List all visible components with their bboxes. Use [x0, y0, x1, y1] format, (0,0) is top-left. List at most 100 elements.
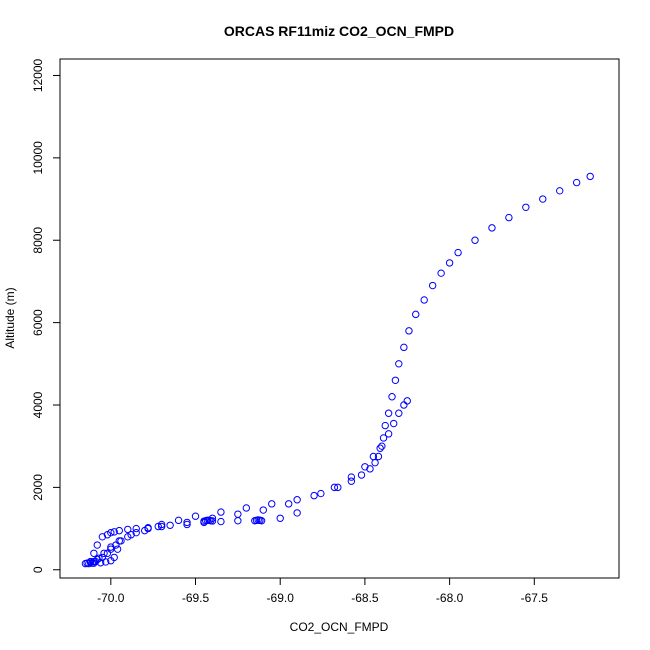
data-point: [400, 401, 408, 409]
y-tick-label: 10000: [31, 141, 45, 175]
data-point: [376, 444, 384, 452]
y-axis: 0 2000 4000 6000 8000 10000 12000: [31, 58, 61, 573]
data-point: [539, 195, 547, 203]
data-point: [420, 296, 428, 304]
data-point: [107, 528, 115, 537]
y-axis-label: Altitude (m): [3, 287, 17, 348]
data-point: [366, 465, 374, 473]
data-point: [154, 522, 162, 531]
data-series: [86, 509, 301, 566]
data-point: [208, 517, 217, 525]
data-point: [330, 483, 339, 492]
data-point: [384, 430, 393, 438]
data-point: [428, 281, 437, 290]
y-tick-label: 2000: [31, 474, 45, 501]
data-point: [132, 524, 140, 533]
x-tick-label: -70.0: [97, 591, 125, 605]
data-point: [96, 559, 105, 567]
y-tick-label: 6000: [31, 309, 45, 336]
data-point: [124, 525, 132, 534]
data-point: [556, 187, 564, 195]
data-point: [390, 419, 398, 428]
data-point: [400, 343, 408, 352]
data-point: [183, 518, 191, 527]
y-tick-label: 12000: [31, 58, 45, 92]
data-point: [183, 520, 191, 529]
data-point: [384, 409, 393, 417]
data-point: [284, 500, 293, 508]
data-point: [234, 517, 242, 525]
data-point: [347, 477, 356, 485]
y-tick-label: 8000: [31, 227, 45, 254]
data-point: [412, 310, 420, 319]
data-point: [405, 327, 413, 335]
data-point: [388, 393, 396, 401]
data-point: [102, 558, 110, 566]
data-point: [310, 491, 318, 500]
data-point: [166, 521, 174, 529]
x-tick-label: -67.5: [521, 591, 549, 605]
x-tick-label: -69.5: [182, 591, 210, 605]
data-series: [200, 516, 266, 525]
data-point: [115, 537, 123, 545]
data-series: [81, 397, 411, 568]
data-point: [107, 543, 115, 551]
data-point: [217, 517, 225, 526]
x-tick-label: -69.0: [267, 591, 295, 605]
data-point: [293, 496, 301, 504]
data-point: [242, 504, 251, 512]
data-series: [86, 172, 594, 567]
data-point: [259, 506, 267, 514]
data-point: [90, 549, 98, 557]
data-point: [369, 452, 378, 461]
data-point: [100, 549, 108, 557]
data-point: [381, 421, 389, 430]
data-point: [91, 557, 100, 566]
data-series: [83, 545, 122, 567]
data-point: [361, 463, 369, 471]
data-point: [110, 528, 118, 536]
data-point: [217, 508, 225, 516]
data-point: [357, 471, 366, 479]
data-point: [132, 528, 140, 537]
data-point: [445, 259, 454, 267]
data-point: [174, 516, 183, 525]
data-point: [347, 473, 356, 481]
data-point: [113, 545, 122, 553]
data-point: [378, 442, 386, 450]
plot-frame: [59, 58, 620, 579]
data-point: [586, 172, 594, 181]
y-tick-label: 0: [31, 566, 45, 573]
data-point: [371, 458, 379, 467]
data-point: [505, 213, 513, 222]
data-point: [317, 489, 325, 498]
x-tick-label: -68.0: [436, 591, 464, 605]
data-point: [86, 557, 95, 566]
data-point: [127, 531, 135, 539]
data-point: [334, 483, 342, 492]
data-point: [191, 512, 200, 520]
x-axis-label: CO2_OCN_FMPD: [290, 620, 389, 634]
data-point: [522, 203, 530, 211]
data-point: [234, 510, 242, 518]
y-tick-label: 4000: [31, 391, 45, 418]
data-point: [379, 434, 388, 442]
data-point: [268, 500, 276, 508]
data-point: [293, 509, 301, 517]
data-point: [276, 514, 284, 522]
data-point: [93, 541, 101, 549]
x-axis: -70.0 -69.5 -69.0 -68.5 -68.0 -67.5: [97, 577, 549, 605]
x-tick-label: -68.5: [351, 591, 379, 605]
data-layer: [81, 172, 594, 568]
data-point: [103, 549, 112, 557]
data-point: [110, 553, 118, 562]
chart-title: ORCAS RF11miz CO2_OCN_FMPD: [224, 23, 454, 39]
data-point: [395, 409, 403, 417]
data-point: [157, 522, 166, 531]
data-point: [403, 397, 411, 405]
data-point: [115, 526, 123, 535]
data-point: [488, 224, 496, 232]
data-point: [391, 376, 400, 384]
